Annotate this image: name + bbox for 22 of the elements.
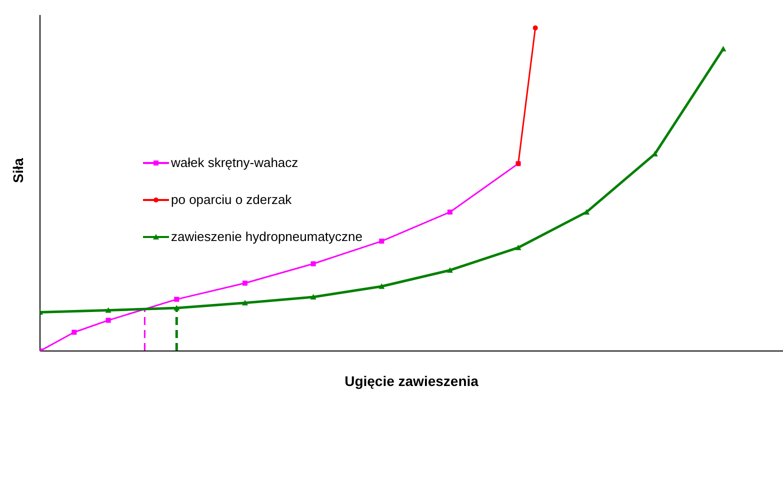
x-axis-title: Ugięcie zawieszenia bbox=[344, 373, 479, 389]
point bbox=[242, 300, 248, 306]
point bbox=[72, 330, 77, 335]
point bbox=[310, 261, 316, 266]
point bbox=[174, 296, 180, 302]
point bbox=[105, 307, 112, 313]
point bbox=[310, 294, 316, 300]
point bbox=[242, 280, 248, 286]
point bbox=[174, 305, 180, 311]
point bbox=[584, 209, 590, 215]
point bbox=[532, 25, 538, 30]
point bbox=[720, 46, 726, 52]
point bbox=[515, 244, 522, 250]
point bbox=[106, 318, 111, 323]
legend-label: zawieszenie hydropneumatyczne bbox=[171, 229, 362, 244]
legend-label: po oparciu o zderzak bbox=[171, 192, 292, 207]
point bbox=[447, 210, 452, 215]
point bbox=[446, 267, 453, 273]
point bbox=[379, 238, 384, 244]
point bbox=[378, 283, 385, 289]
y-axis-title: Siła bbox=[10, 158, 26, 183]
legend-label: wałek skrętny-wahacz bbox=[171, 155, 298, 170]
